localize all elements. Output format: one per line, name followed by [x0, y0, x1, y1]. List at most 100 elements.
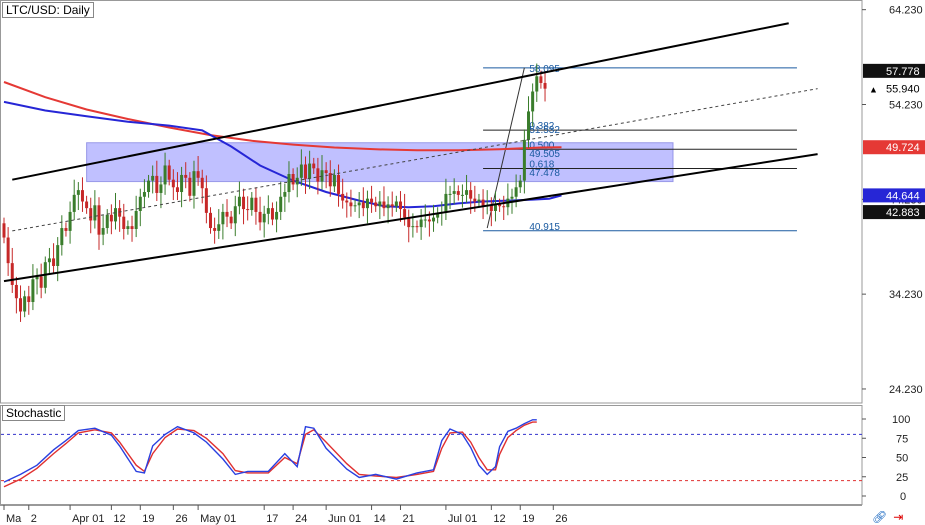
candle-body [341, 193, 345, 201]
candle-body [163, 165, 167, 185]
candle-body [502, 206, 506, 208]
channel-lower-line [3, 153, 818, 283]
price-tag-box [863, 81, 925, 96]
candle-body [93, 205, 97, 221]
price-tag-label: 42.883 [886, 207, 920, 219]
time-tick-label: Jun 01 [328, 513, 361, 525]
time-tick-label: 19 [522, 513, 534, 525]
candle-body [432, 217, 436, 222]
candle-body [382, 201, 386, 209]
candle-body [386, 204, 390, 209]
stochastic-tick-label: 50 [896, 453, 908, 465]
candle-body [159, 184, 163, 193]
price-tag-label: 55.940 [886, 83, 920, 95]
candle-body [452, 191, 456, 194]
candle-body [349, 202, 353, 207]
candle-body [275, 211, 279, 220]
fib-price-label: 47.478 [529, 168, 560, 179]
candle-body [303, 164, 307, 179]
candle-body [233, 206, 237, 224]
candle-body [489, 205, 493, 211]
price-tick-label: 34.230 [889, 289, 923, 301]
candle-body [522, 139, 526, 181]
candle-body [72, 194, 76, 212]
candle-body [142, 192, 146, 197]
candle-body [254, 197, 258, 212]
candle-body [175, 187, 179, 193]
candle-body [52, 258, 56, 266]
candle-body [365, 198, 369, 209]
candle-body [192, 171, 196, 196]
candle-body [237, 196, 241, 207]
candle-body [279, 196, 283, 212]
scroll-end-icon[interactable]: ⇥ [893, 510, 904, 524]
candle-body [6, 237, 10, 264]
time-tick-label: Jul 01 [448, 513, 477, 525]
time-tick-label: 2 [31, 513, 37, 525]
candle-body [493, 204, 497, 211]
stochastic-tick-label: 0 [900, 491, 906, 503]
candle-body [180, 174, 184, 193]
price-tag-label: 57.778 [886, 66, 920, 78]
candle-body [80, 190, 84, 202]
candle-body [35, 276, 39, 280]
candle-body [427, 219, 431, 222]
candle-body [378, 201, 382, 207]
fib-label: 40.915 [529, 222, 560, 233]
chart-title: LTC/USD: Daily [2, 2, 94, 18]
candle-body [481, 199, 485, 207]
candle-body [283, 192, 287, 197]
candle-body [514, 187, 518, 197]
main-plot: 58.095 0.382 0.500 0.618 40.915 51.532 49.505 4… [0, 0, 863, 404]
candle-body [419, 219, 423, 228]
candle-body [196, 171, 200, 178]
candle-body [337, 174, 341, 194]
fib-label: 0.618 [529, 160, 554, 171]
price-tick-label: 24.230 [889, 384, 923, 396]
candle-body [473, 198, 477, 202]
stochastic-frame [0, 405, 863, 505]
candle-body [324, 170, 328, 174]
candle-body [89, 208, 93, 221]
candle-body [14, 284, 18, 299]
candle-body [184, 174, 188, 178]
candle-body [543, 82, 547, 89]
candle-body [97, 205, 101, 235]
price-tag-marker: ▲ [869, 84, 878, 94]
candle-body [188, 177, 192, 196]
nav-icons[interactable]: 🔗︎ ⇥ [872, 510, 909, 524]
candle-body [262, 213, 266, 223]
candle-body [361, 202, 365, 209]
candle-body [312, 163, 316, 169]
price-tag-box [863, 188, 925, 203]
candle-body [76, 190, 80, 195]
candle-body [56, 245, 60, 266]
candle-body [151, 175, 155, 181]
time-tick-label: 21 [402, 513, 414, 525]
candle-body [242, 196, 246, 210]
candle-body [411, 226, 415, 228]
candle-body [31, 279, 35, 303]
candle-body [134, 210, 138, 229]
link-icon[interactable]: 🔗︎ [872, 510, 888, 524]
candle-body [295, 177, 299, 185]
candle-body [510, 196, 514, 199]
candle-body [250, 197, 254, 211]
fib-price-label: 49.505 [529, 149, 560, 160]
price-axis: 24.23034.23044.23054.23064.23057.778▲55.… [862, 5, 925, 503]
candle-body [155, 175, 159, 193]
channel-mid-line [12, 88, 818, 232]
candle-body [444, 193, 448, 212]
candle-body [477, 199, 481, 202]
candle-body [229, 216, 233, 224]
time-tick-label: Ma [6, 513, 22, 525]
price-tick-label: 54.230 [889, 99, 923, 111]
candle-body [68, 211, 72, 231]
stochastic-k-line [3, 419, 537, 483]
candle-body [456, 191, 460, 195]
candle-body [204, 188, 208, 213]
stochastic-tick-label: 75 [896, 433, 908, 445]
time-tick-label: 26 [555, 513, 567, 525]
stochastic-tick-label: 100 [892, 414, 910, 426]
